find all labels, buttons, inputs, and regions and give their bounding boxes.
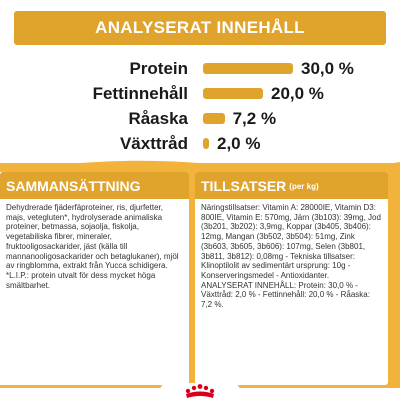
nutrient-row-ash: Råaska 7,2 % — [0, 107, 400, 131]
nutrient-row-fibre: Växttråd 2,0 % — [0, 132, 400, 156]
nutrient-bar — [203, 88, 263, 99]
composition-text: Dehydrerade fjäderfäproteiner, ris, djur… — [6, 203, 179, 290]
composition-panel: SAMMANSÄTTNING Dehydrerade fjäderfäprote… — [0, 172, 189, 385]
nutrient-value: 2,0 % — [217, 134, 261, 153]
nutrient-value: 7,2 % — [232, 109, 277, 128]
nutrient-row-protein: Protein 30,0 % — [0, 57, 400, 81]
composition-title: SAMMANSÄTTNING — [6, 177, 141, 194]
nutrient-label: Fettinnehåll — [92, 84, 188, 103]
additives-panel: TILLSATSER (per kg) Näringstillsatser: V… — [195, 172, 388, 385]
crown-icon — [185, 384, 215, 398]
section-title-banner: ANALYSERAT INNEHÅLL — [14, 11, 386, 45]
nutrient-bar — [203, 63, 293, 74]
nutrient-bar — [203, 138, 209, 149]
nutrient-label: Protein — [129, 59, 188, 78]
nutrient-row-fat: Fettinnehåll 20,0 % — [0, 82, 400, 106]
nutrient-label: Råaska — [128, 109, 188, 128]
composition-header: SAMMANSÄTTNING — [0, 172, 189, 199]
additives-text: Näringstillsatser: Vitamin A: 28000IE, V… — [201, 203, 381, 310]
nutrient-bar — [203, 113, 225, 124]
section-title: ANALYSERAT INNEHÅLL — [95, 18, 305, 37]
additives-title: TILLSATSER — [201, 177, 287, 194]
additives-title-suffix: (per kg) — [289, 182, 319, 191]
additives-header: TILLSATSER (per kg) — [195, 172, 388, 199]
brand-logo — [160, 383, 240, 400]
nutrient-value: 30,0 % — [301, 59, 354, 78]
nutrient-value: 20,0 % — [271, 84, 324, 103]
nutrient-label: Växttråd — [119, 134, 188, 153]
